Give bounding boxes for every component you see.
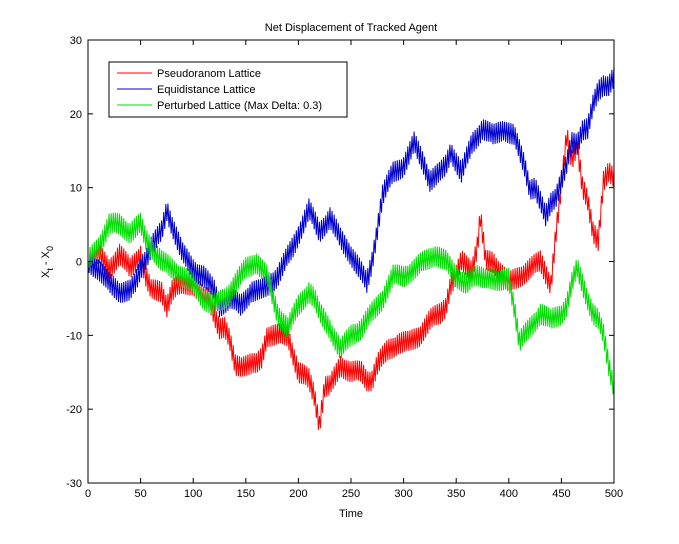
x-tick-label: 200 xyxy=(289,488,307,500)
y-tick-label: -10 xyxy=(66,330,82,342)
x-tick-label: 500 xyxy=(605,488,623,500)
y-tick-label: -20 xyxy=(66,404,82,416)
series-line xyxy=(87,212,615,395)
x-tick-label: 150 xyxy=(237,488,255,500)
x-tick-label: 450 xyxy=(552,488,570,500)
y-axis: -30 -20 -10 0 10 20 30 xyxy=(66,35,614,490)
y-axis-label: Xt - X0 xyxy=(40,246,55,278)
x-tick-label: 350 xyxy=(447,488,465,500)
y-tick-label: 0 xyxy=(76,257,82,269)
legend: Pseudoranom Lattice Equidistance Lattice P… xyxy=(108,61,348,118)
x-axis-label: Time xyxy=(339,508,363,520)
y-label-sub2: 0 xyxy=(45,246,55,251)
legend-entry: Equidistance Lattice xyxy=(157,84,255,96)
series-line xyxy=(87,129,615,430)
chart-title: Net Displacement of Tracked Agent xyxy=(265,22,437,34)
y-tick-label: 30 xyxy=(70,35,82,47)
x-tick-label: 250 xyxy=(342,488,360,500)
x-tick-label: 300 xyxy=(394,488,412,500)
y-tick-label: -30 xyxy=(66,478,82,490)
y-label-sub1: t xyxy=(45,268,55,271)
y-tick-label: 10 xyxy=(70,183,82,195)
y-tick-label: 20 xyxy=(70,109,82,121)
x-tick-label: 0 xyxy=(85,488,91,500)
x-axis: 0 50 100 150 200 250 300 350 400 450 500 xyxy=(85,40,623,500)
series-layer xyxy=(87,65,615,430)
legend-entry: Perturbed Lattice (Max Delta: 0.3) xyxy=(157,100,322,112)
x-tick-label: 100 xyxy=(184,488,202,500)
series-line xyxy=(87,65,615,318)
y-label-mid: - X xyxy=(40,250,52,268)
legend-entry: Pseudoranom Lattice xyxy=(157,68,261,80)
x-tick-label: 50 xyxy=(134,488,146,500)
y-label-base: X xyxy=(40,270,52,278)
x-tick-label: 400 xyxy=(500,488,518,500)
